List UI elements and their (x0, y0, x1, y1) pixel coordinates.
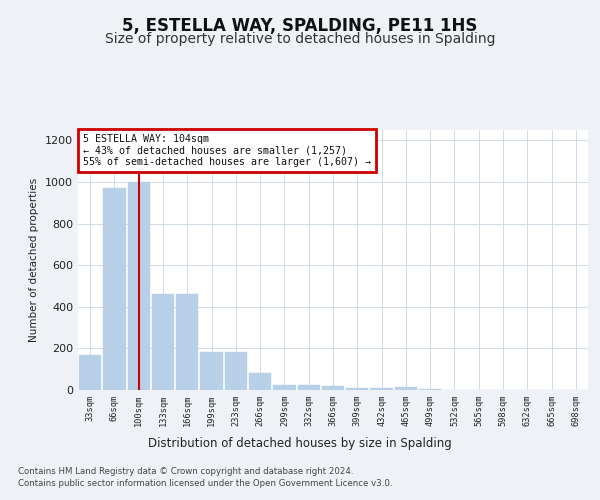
Y-axis label: Number of detached properties: Number of detached properties (29, 178, 40, 342)
Bar (419, 389, 442, 390)
Bar (395, 387, 417, 390)
Text: Contains public sector information licensed under the Open Government Licence v3: Contains public sector information licen… (18, 479, 392, 488)
Bar (224, 352, 247, 390)
Bar (322, 386, 344, 390)
Text: 5 ESTELLA WAY: 104sqm
← 43% of detached houses are smaller (1,257)
55% of semi-d: 5 ESTELLA WAY: 104sqm ← 43% of detached … (83, 134, 371, 167)
Bar (152, 294, 174, 390)
Text: Distribution of detached houses by size in Spalding: Distribution of detached houses by size … (148, 438, 452, 450)
Bar (298, 385, 320, 390)
Text: Contains HM Land Registry data © Crown copyright and database right 2024.: Contains HM Land Registry data © Crown c… (18, 468, 353, 476)
Bar (103, 188, 125, 390)
Bar (128, 182, 150, 390)
Bar (200, 352, 223, 390)
Bar (346, 388, 368, 390)
Bar (176, 294, 199, 390)
Text: 5, ESTELLA WAY, SPALDING, PE11 1HS: 5, ESTELLA WAY, SPALDING, PE11 1HS (122, 18, 478, 36)
Bar (249, 374, 271, 390)
Bar (273, 385, 296, 390)
Bar (370, 388, 393, 390)
Text: Size of property relative to detached houses in Spalding: Size of property relative to detached ho… (105, 32, 495, 46)
Bar (79, 354, 101, 390)
